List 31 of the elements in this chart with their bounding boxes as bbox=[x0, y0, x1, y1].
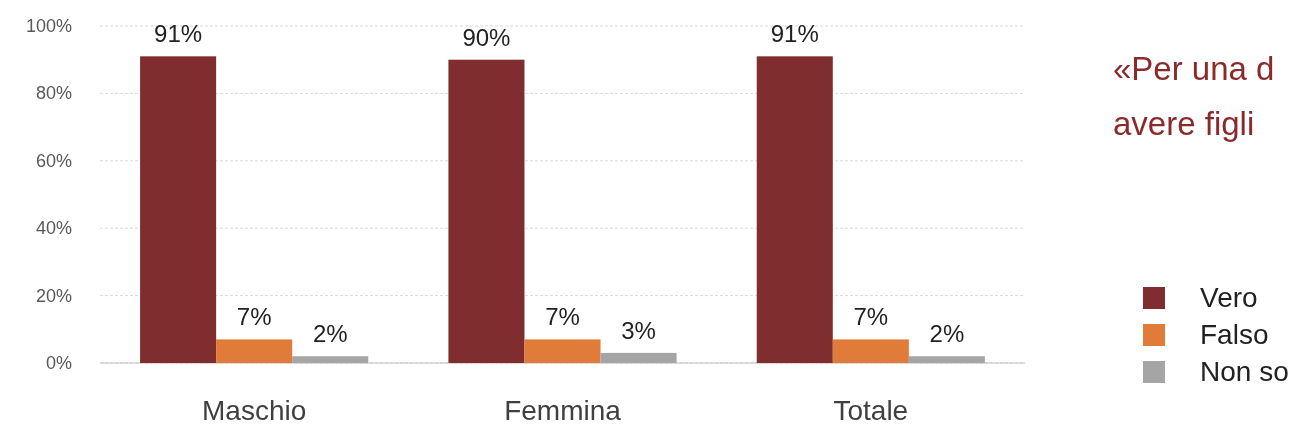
data-label: 2% bbox=[312, 320, 348, 348]
x-tick-label: Totale bbox=[833, 395, 909, 426]
bar bbox=[600, 352, 677, 363]
data-label: 91% bbox=[770, 20, 819, 48]
data-label: 2% bbox=[929, 320, 965, 348]
legend-label: Vero bbox=[1200, 282, 1258, 313]
bar bbox=[756, 56, 833, 363]
bar bbox=[448, 59, 525, 363]
data-label: 91% bbox=[154, 20, 203, 48]
text: «Per una d avere figli bbox=[1113, 50, 1275, 142]
bar bbox=[216, 339, 293, 363]
y-tick-label: 60% bbox=[35, 150, 72, 171]
y-tick-label: 0% bbox=[45, 353, 72, 373]
bar bbox=[292, 356, 369, 363]
data-label: 7% bbox=[236, 303, 272, 331]
data-label: 7% bbox=[545, 303, 580, 331]
x-tick-label: Maschio bbox=[202, 395, 307, 426]
y-tick-label: 100% bbox=[25, 16, 72, 36]
x-tick-label: Femmina bbox=[504, 395, 622, 426]
bar bbox=[908, 356, 985, 363]
bar bbox=[832, 339, 909, 363]
data-label: 7% bbox=[853, 303, 889, 331]
y-tick-label: 40% bbox=[35, 218, 72, 239]
legend-label: Non so bbox=[1200, 356, 1289, 387]
data-label: 3% bbox=[621, 316, 656, 344]
bar bbox=[140, 56, 217, 363]
y-tick-label: 20% bbox=[35, 285, 72, 306]
bar bbox=[524, 339, 601, 363]
legend-label: Falso bbox=[1200, 319, 1269, 350]
y-tick-label: 80% bbox=[35, 83, 72, 104]
data-label: 90% bbox=[462, 23, 511, 51]
